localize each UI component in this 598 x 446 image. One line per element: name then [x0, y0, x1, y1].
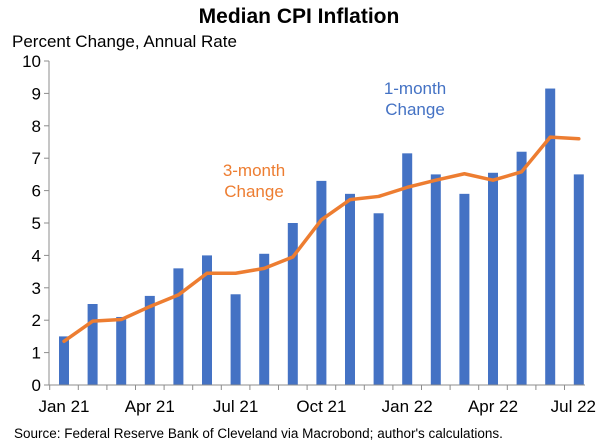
bar-6 — [202, 255, 212, 385]
bar-3 — [116, 316, 127, 385]
bar-15 — [459, 193, 470, 385]
bar-13 — [402, 153, 413, 385]
chart-title: Median CPI Inflation — [199, 5, 400, 28]
annotation-3-month-change: Change — [224, 182, 284, 201]
y-tick-label-6: 6 — [32, 182, 41, 201]
bar-4 — [144, 295, 155, 385]
x-tick-label-7: Jul 22 — [551, 397, 596, 416]
bar-12 — [373, 213, 384, 385]
y-tick-label-8: 8 — [32, 117, 41, 136]
axes — [44, 60, 585, 390]
y-tick-label-9: 9 — [32, 84, 41, 103]
y-tick-label-7: 7 — [32, 149, 41, 168]
annotation-3-month: 3-month — [223, 161, 285, 180]
line-series — [62, 135, 581, 344]
source-note: Source: Federal Reserve Bank of Clevelan… — [14, 426, 503, 441]
bar-1 — [59, 336, 69, 385]
y-tick-label-5: 5 — [32, 214, 41, 233]
bar-5 — [173, 268, 184, 385]
y-tick-label-0: 0 — [32, 376, 41, 395]
y-tick-label-1: 1 — [32, 344, 41, 363]
y-tick-label-4: 4 — [32, 246, 41, 265]
x-tick-label-4: Oct 21 — [296, 397, 346, 416]
chart-subtitle: Percent Change, Annual Rate — [12, 32, 237, 51]
y-tick-label-10: 10 — [22, 52, 41, 71]
bar-9 — [287, 223, 298, 385]
x-tick-labels: Jan 21 Apr 21 Jul 21 Oct 21 Jan 22 Apr 22 Jul … — [38, 397, 596, 416]
bar-11 — [345, 193, 355, 385]
bar-10 — [316, 180, 327, 385]
bar-2 — [87, 304, 98, 385]
y-tick-label-3: 3 — [32, 279, 41, 298]
bar-19 — [573, 174, 584, 385]
annotation-1-month-change: Change — [385, 100, 445, 119]
bar-16 — [488, 172, 498, 385]
x-tick-label-6: Apr 22 — [468, 397, 518, 416]
bar-7 — [230, 294, 241, 385]
annotation-1-month: 1-month — [384, 79, 446, 98]
bar-series — [59, 88, 584, 385]
bar-17 — [516, 151, 527, 385]
y-tick-label-2: 2 — [32, 311, 41, 330]
x-tick-label-5: Jan 22 — [382, 397, 433, 416]
bar-8 — [259, 253, 270, 385]
bar-18 — [545, 88, 556, 385]
x-tick-label-2: Apr 21 — [125, 397, 175, 416]
x-tick-label-1: Jan 21 — [38, 397, 89, 416]
bar-14 — [430, 174, 441, 385]
x-tick-label-3: Jul 21 — [213, 397, 258, 416]
y-tick-labels: 0 1 2 3 4 5 6 7 8 9 10 — [22, 52, 41, 395]
